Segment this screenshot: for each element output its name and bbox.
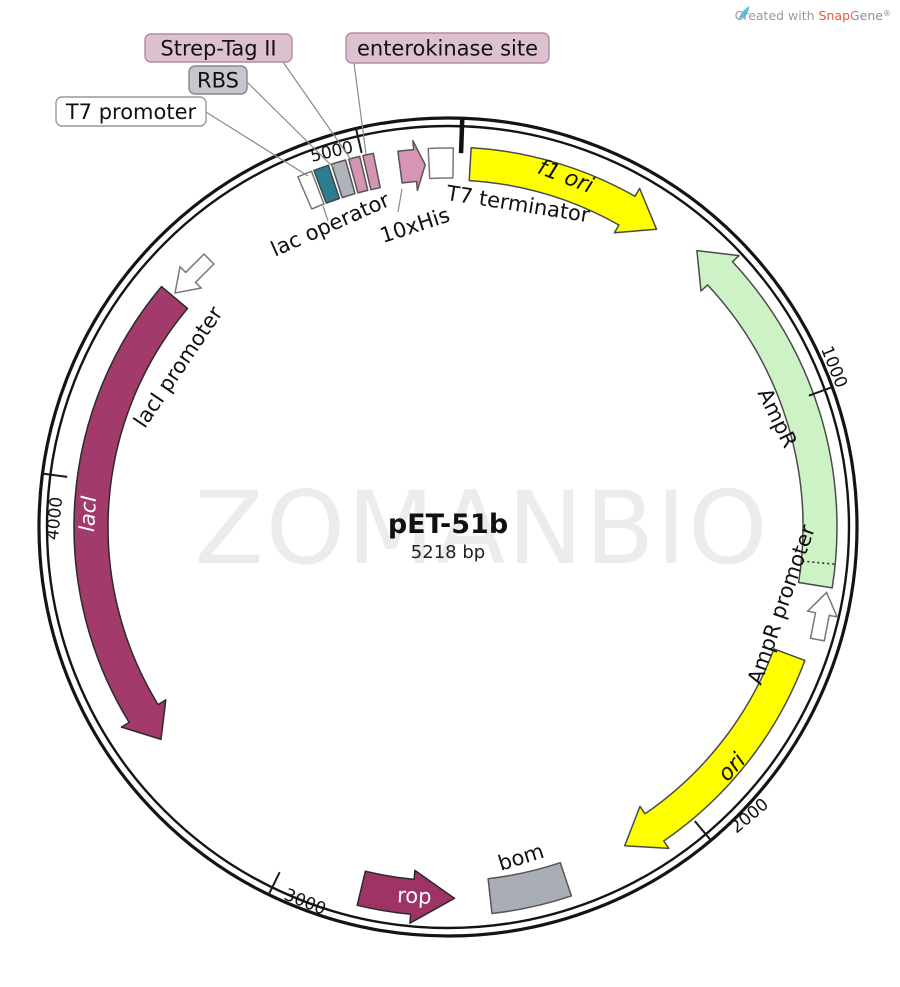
ten-x-his-feature[interactable] [397,139,426,192]
watermark: ZOMANBIO [194,469,770,587]
ten-x-his-leader [397,188,403,213]
bp-tick-1000 [808,386,833,397]
t7-promoter-callout[interactable] [55,96,207,127]
t7-promoter-box-feature[interactable] [297,170,325,210]
bp-tick-4000 [42,472,68,478]
strep-tag-box-feature[interactable] [347,155,369,194]
bom-feature[interactable] [487,861,573,915]
rop-label[interactable]: rop [397,883,433,909]
ampr-feature[interactable] [696,249,838,589]
strep-tag-callout[interactable] [144,33,293,63]
laci-label[interactable]: lacI [75,495,101,533]
rbs-callout-text[interactable]: RBS [197,69,239,93]
bp-tick-label-5000: 5000 [309,138,356,167]
rop-feature[interactable] [356,869,456,924]
strep-tag-callout-text[interactable]: Strep-Tag II [160,37,276,61]
t7-promoter-callout-leader [205,111,309,177]
origin-tick [458,118,465,154]
bp-tick-2000 [694,820,712,841]
ampr-divider [802,560,835,565]
bp-tick-5000 [355,128,363,154]
credit-brand-snap: Snap [819,8,851,23]
ampr-promoter-feature[interactable] [803,590,842,643]
enterokinase-callout[interactable] [345,32,550,64]
rbs-callout-leader [246,81,335,169]
plasmid-backbone [37,116,859,938]
backbone-inner-circle [45,124,851,930]
t7-promoter-callout-text[interactable]: T7 promoter [65,100,197,124]
laci-feature[interactable] [73,285,189,741]
plasmid-title: pET-51b [388,509,508,540]
snapgene-credit: Created with SnapGene® [735,6,891,23]
bp-tick-label-4000: 4000 [43,496,67,541]
rbs-box-feature[interactable] [330,159,356,199]
backbone-outer-circle [37,116,859,938]
plasmid-size: 5218 bp [411,542,485,563]
snapgene-logo-icon [738,6,750,21]
credit-text: Created with SnapGene® [735,8,891,23]
laci-promoter-feature[interactable] [164,248,219,303]
credit-prefix: Created with [735,8,819,23]
lac-operator-box-feature[interactable] [313,164,341,204]
lac-operator-leader [322,205,329,222]
f1-ori-feature[interactable] [468,146,658,234]
bp-tick-3000 [267,871,281,896]
strep-tag-callout-leader [282,61,353,162]
t7-terminator-box-feature[interactable] [427,147,455,180]
ori-feature[interactable] [623,648,806,850]
bp-tick-label-3000: 3000 [281,885,329,920]
enterokinase-box-feature[interactable] [362,152,381,191]
enterokinase-callout-leader [353,62,367,155]
enterokinase-callout-text[interactable]: enterokinase site [357,37,538,61]
credit-registered: ® [883,9,891,18]
credit-brand-gene: Gene [850,8,883,23]
rbs-callout[interactable] [188,65,248,95]
